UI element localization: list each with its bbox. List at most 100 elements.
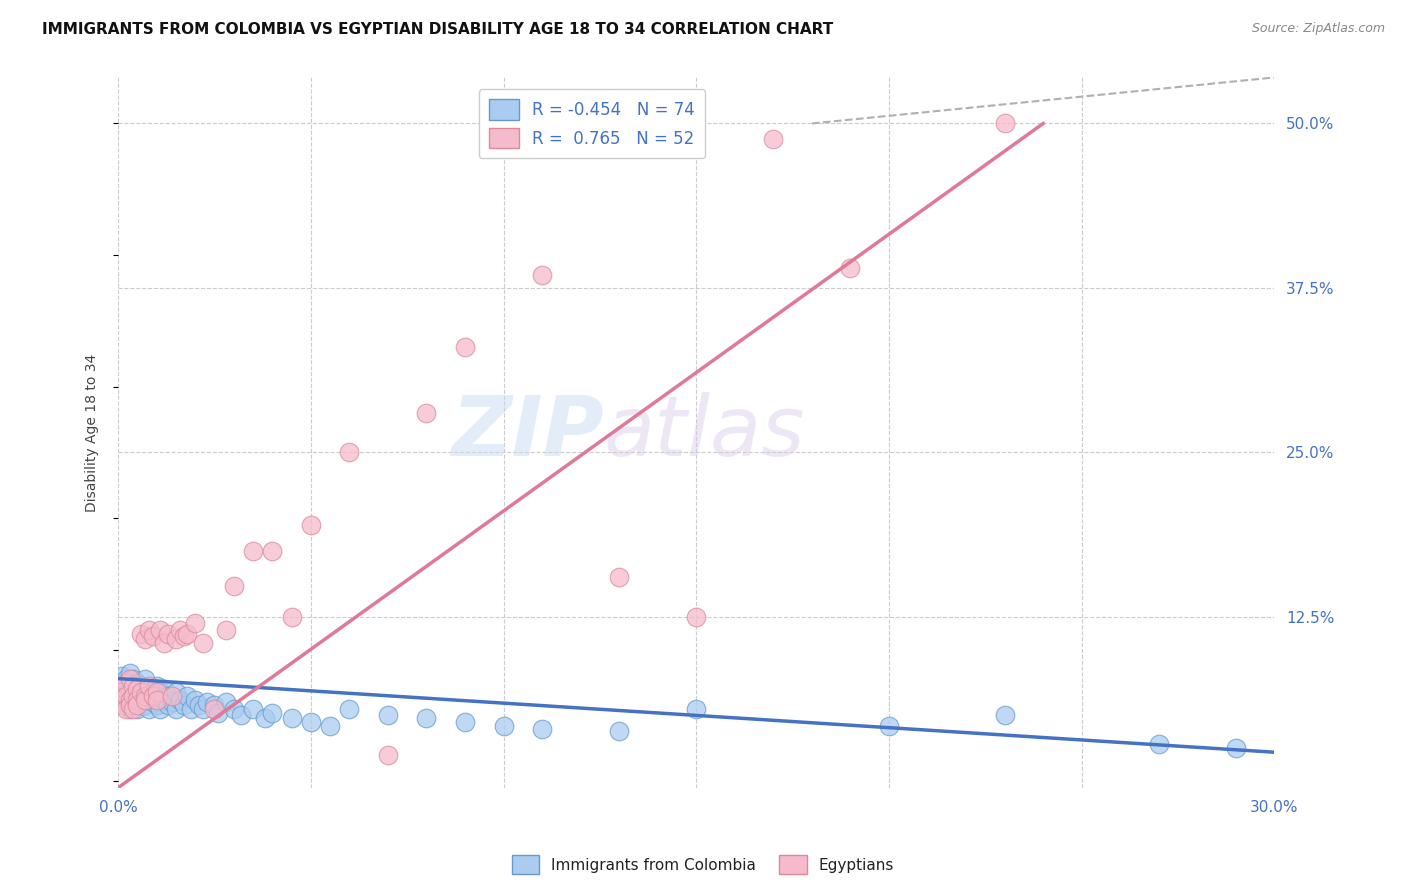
Point	[204, 698, 226, 712]
Text: ZIP: ZIP	[451, 392, 603, 473]
Point	[134, 689, 156, 703]
Point	[165, 684, 187, 698]
Point	[492, 719, 515, 733]
Point	[118, 692, 141, 706]
Point	[531, 268, 554, 282]
Point	[129, 680, 152, 694]
Point	[138, 680, 160, 694]
Point	[994, 116, 1017, 130]
Point	[111, 698, 134, 712]
Point	[253, 711, 276, 725]
Point	[165, 702, 187, 716]
Point	[122, 672, 145, 686]
Point	[114, 689, 136, 703]
Point	[142, 689, 165, 703]
Point	[415, 406, 437, 420]
Text: IMMIGRANTS FROM COLOMBIA VS EGYPTIAN DISABILITY AGE 18 TO 34 CORRELATION CHART: IMMIGRANTS FROM COLOMBIA VS EGYPTIAN DIS…	[42, 22, 834, 37]
Point	[138, 623, 160, 637]
Point	[337, 445, 360, 459]
Point	[762, 132, 785, 146]
Point	[129, 627, 152, 641]
Point	[118, 675, 141, 690]
Point	[377, 708, 399, 723]
Point	[114, 702, 136, 716]
Point	[195, 695, 218, 709]
Point	[149, 702, 172, 716]
Point	[149, 623, 172, 637]
Point	[191, 636, 214, 650]
Point	[173, 630, 195, 644]
Point	[180, 702, 202, 716]
Point	[215, 695, 238, 709]
Point	[145, 689, 167, 703]
Point	[319, 719, 342, 733]
Point	[377, 747, 399, 762]
Legend: Immigrants from Colombia, Egyptians: Immigrants from Colombia, Egyptians	[506, 849, 900, 880]
Point	[607, 724, 630, 739]
Point	[111, 680, 134, 694]
Point	[157, 689, 180, 703]
Point	[157, 698, 180, 712]
Point	[531, 722, 554, 736]
Point	[215, 623, 238, 637]
Point	[118, 682, 141, 697]
Point	[160, 689, 183, 703]
Point	[127, 702, 149, 716]
Point	[280, 609, 302, 624]
Point	[204, 702, 226, 716]
Point	[242, 702, 264, 716]
Point	[685, 702, 707, 716]
Point	[122, 689, 145, 703]
Point	[176, 689, 198, 703]
Point	[127, 692, 149, 706]
Point	[114, 672, 136, 686]
Point	[299, 517, 322, 532]
Point	[153, 636, 176, 650]
Point	[191, 702, 214, 716]
Point	[111, 684, 134, 698]
Point	[142, 695, 165, 709]
Point	[242, 544, 264, 558]
Point	[145, 692, 167, 706]
Point	[134, 698, 156, 712]
Point	[118, 672, 141, 686]
Point	[111, 684, 134, 698]
Point	[994, 708, 1017, 723]
Point	[138, 702, 160, 716]
Point	[118, 702, 141, 716]
Point	[188, 698, 211, 712]
Point	[122, 689, 145, 703]
Point	[184, 692, 207, 706]
Text: Source: ZipAtlas.com: Source: ZipAtlas.com	[1251, 22, 1385, 36]
Point	[118, 695, 141, 709]
Point	[176, 627, 198, 641]
Point	[138, 682, 160, 697]
Point	[607, 570, 630, 584]
Point	[114, 698, 136, 712]
Point	[145, 680, 167, 694]
Point	[114, 675, 136, 690]
Text: atlas: atlas	[603, 392, 806, 473]
Point	[415, 711, 437, 725]
Point	[138, 692, 160, 706]
Point	[118, 698, 141, 712]
Point	[222, 702, 245, 716]
Point	[142, 630, 165, 644]
Point	[877, 719, 900, 733]
Point	[127, 675, 149, 690]
Point	[157, 627, 180, 641]
Point	[337, 702, 360, 716]
Point	[127, 692, 149, 706]
Point	[262, 544, 284, 558]
Point	[222, 580, 245, 594]
Point	[169, 692, 191, 706]
Point	[160, 695, 183, 709]
Legend: R = -0.454   N = 74, R =  0.765   N = 52: R = -0.454 N = 74, R = 0.765 N = 52	[479, 89, 706, 158]
Y-axis label: Disability Age 18 to 34: Disability Age 18 to 34	[86, 353, 100, 512]
Point	[145, 684, 167, 698]
Point	[118, 666, 141, 681]
Point	[142, 684, 165, 698]
Point	[299, 714, 322, 729]
Point	[134, 632, 156, 646]
Point	[127, 682, 149, 697]
